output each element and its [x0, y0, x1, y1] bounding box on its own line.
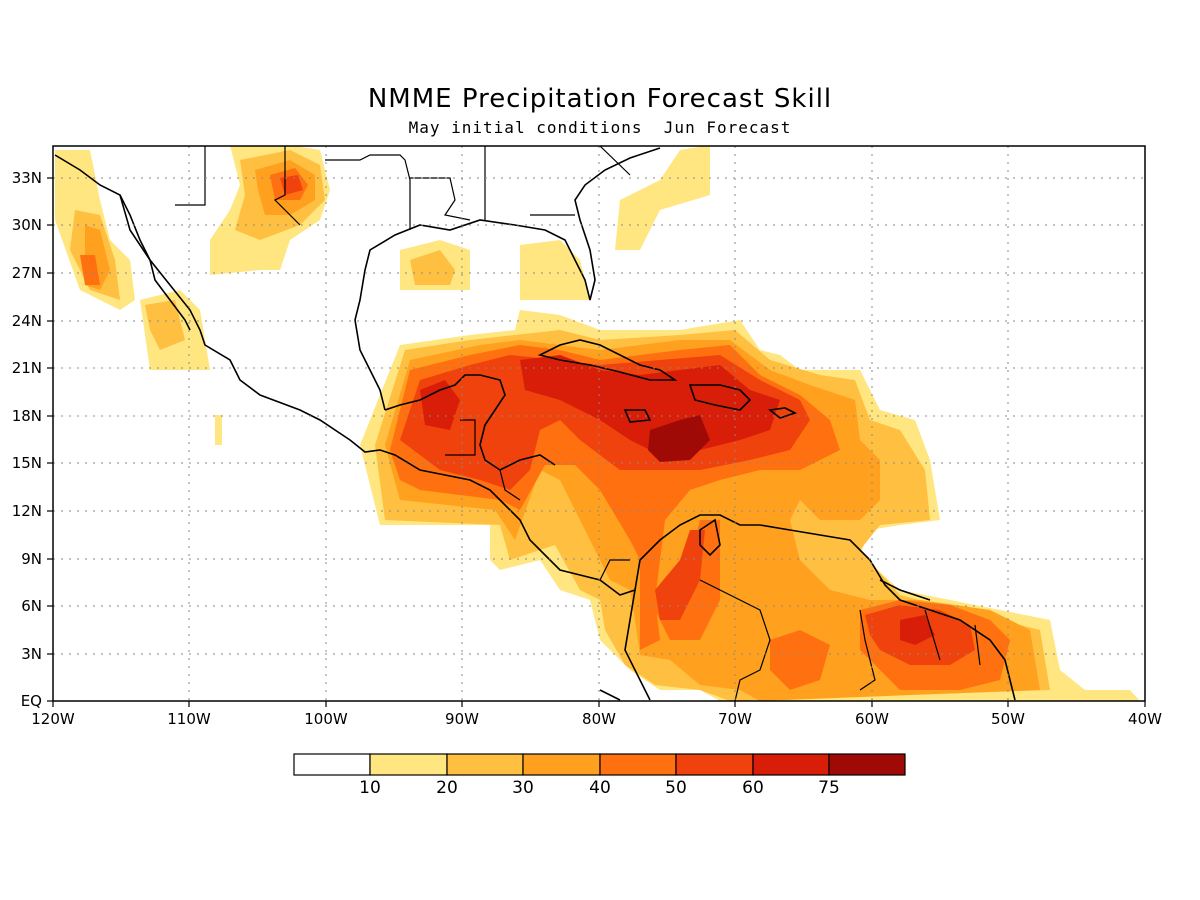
lat-tick-label: EQ [21, 692, 42, 710]
legend-labels: 10 20 30 40 50 60 75 [359, 778, 840, 798]
legend-swatch [446, 753, 524, 776]
map-title: NMME Precipitation Forecast Skill [367, 84, 833, 114]
lat-tick-label: 3N [21, 645, 42, 663]
lon-tick-label: 110W [167, 710, 211, 728]
lon-tick-label: 50W [991, 710, 1025, 728]
lon-tick-label: 70W [718, 710, 752, 728]
legend-swatch [293, 753, 371, 776]
legend-swatch [369, 753, 448, 776]
lat-tick-label: 27N [12, 264, 42, 282]
coastlines [54, 147, 1016, 701]
legend-colorbar [293, 753, 906, 776]
legend-level-label: 60 [742, 778, 764, 798]
legend-level-label: 40 [589, 778, 611, 798]
lat-tick-label: 33N [12, 169, 42, 187]
lon-tick-label: 60W [855, 710, 889, 728]
legend-level-label: 20 [436, 778, 458, 798]
lon-tick-label: 100W [304, 710, 348, 728]
legend-level-label: 10 [359, 778, 381, 798]
skill-level-75 [648, 415, 710, 462]
map-grid [53, 146, 1145, 701]
lat-tick-label: 6N [21, 597, 42, 615]
legend-swatch [828, 753, 906, 776]
lat-tick-label: 15N [12, 454, 42, 472]
lat-tick-label: 12N [12, 502, 42, 520]
skill-field [55, 146, 1140, 701]
legend-swatch [522, 753, 601, 776]
legend-swatch [599, 753, 677, 776]
legend-swatch [752, 753, 830, 776]
legend-level-label: 50 [665, 778, 687, 798]
political-borders [175, 146, 981, 701]
lat-tick-label: 30N [12, 216, 42, 234]
lat-labels: EQ 3N 6N 9N 12N 15N 18N 21N 24N 27N 30N … [12, 169, 42, 710]
lon-labels: 120W 110W 100W 90W 80W 70W 60W 50W 40W [31, 710, 1162, 728]
lat-tick-label: 18N [12, 407, 42, 425]
lat-tick-label: 9N [21, 550, 42, 568]
lat-tick-label: 24N [12, 312, 42, 330]
lon-tick-label: 120W [31, 710, 75, 728]
tick-marks [47, 177, 1146, 707]
legend-level-label: 75 [818, 778, 840, 798]
lon-tick-label: 80W [582, 710, 616, 728]
lon-tick-label: 90W [445, 710, 479, 728]
legend-swatch [675, 753, 754, 776]
skill-level-60 [420, 355, 935, 645]
lat-tick-label: 21N [12, 359, 42, 377]
lon-tick-label: 40W [1128, 710, 1162, 728]
map-subtitle: May initial conditions Jun Forecast [408, 118, 792, 137]
legend-level-label: 30 [512, 778, 534, 798]
